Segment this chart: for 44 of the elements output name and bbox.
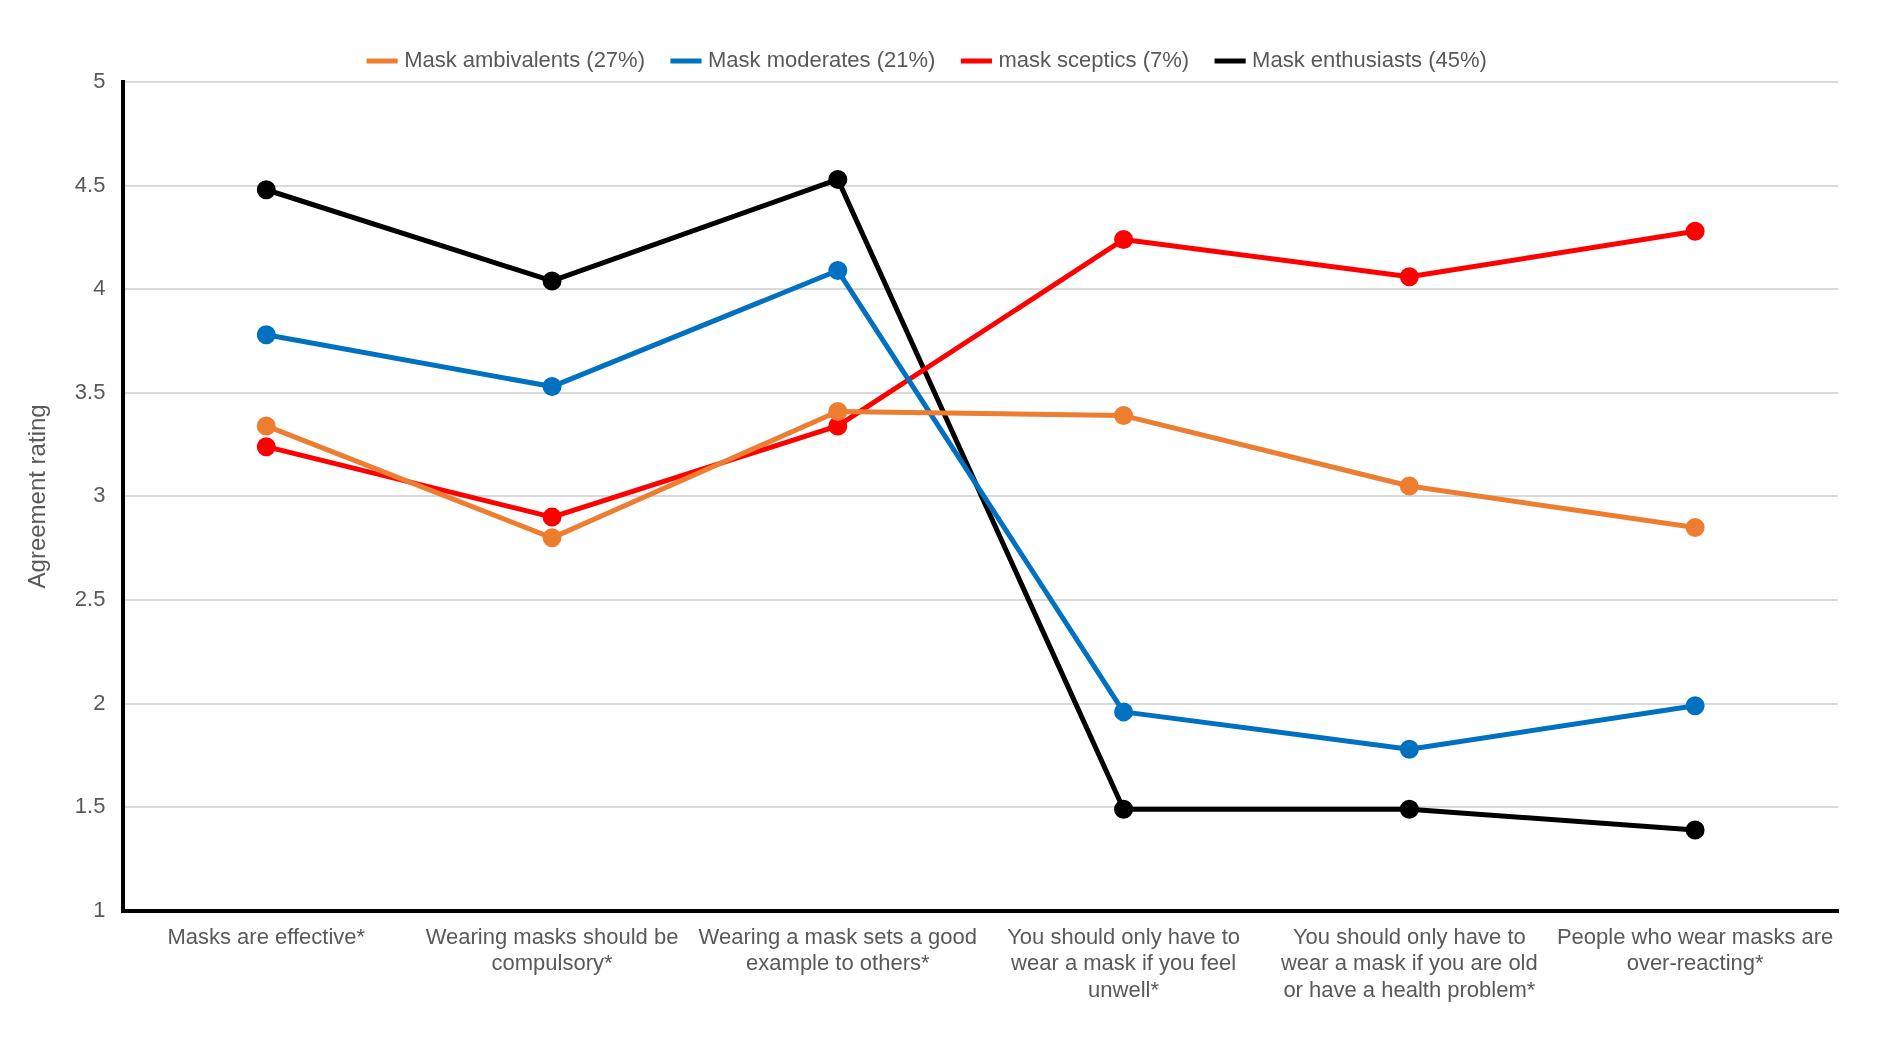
point bbox=[828, 401, 848, 421]
point bbox=[542, 271, 562, 291]
point bbox=[256, 180, 276, 200]
y-tick-label: 4.5 bbox=[74, 171, 106, 197]
point bbox=[1685, 696, 1705, 716]
point bbox=[1114, 229, 1134, 249]
y-tick-label: 1 bbox=[93, 896, 106, 922]
point bbox=[828, 261, 848, 281]
y-tick-label: 3 bbox=[93, 482, 106, 508]
x-tick-label: Wearing a mask sets a good example to others* bbox=[698, 924, 978, 976]
point bbox=[1685, 221, 1705, 241]
legend-label: Mask ambivalents (27%) bbox=[404, 47, 646, 73]
legend-label: Mask moderates (21%) bbox=[707, 47, 936, 73]
y-tick-label: 5 bbox=[93, 68, 106, 94]
y-tick-label: 2.5 bbox=[74, 586, 106, 612]
point bbox=[542, 377, 562, 397]
point bbox=[1685, 517, 1705, 537]
y-tick-label: 3.5 bbox=[74, 378, 106, 404]
point bbox=[1685, 820, 1705, 840]
legend-label: Mask enthusiasts (45%) bbox=[1252, 47, 1487, 73]
point bbox=[542, 507, 562, 527]
point bbox=[828, 169, 848, 189]
y-tick-label: 1.5 bbox=[74, 793, 106, 819]
point bbox=[1399, 267, 1419, 287]
point bbox=[1114, 702, 1134, 722]
x-tick-label: People who wear masks are over-reacting* bbox=[1556, 924, 1834, 976]
point bbox=[256, 325, 276, 345]
point bbox=[1399, 739, 1419, 759]
x-tick-label: You should only have to wear a mask if you are old or have a health problem* bbox=[1279, 924, 1538, 1002]
point bbox=[828, 416, 848, 436]
point bbox=[1399, 476, 1419, 496]
legend-label: mask sceptics (7%) bbox=[998, 47, 1190, 73]
x-tick-label: Masks are effective* bbox=[167, 924, 366, 950]
point bbox=[1114, 799, 1134, 819]
point bbox=[256, 416, 276, 436]
point bbox=[1114, 406, 1134, 426]
point bbox=[542, 528, 562, 548]
point bbox=[256, 437, 276, 457]
point bbox=[1399, 799, 1419, 819]
x-tick-label: Wearing masks should be compulsory* bbox=[425, 924, 679, 976]
y-tick-label: 4 bbox=[93, 275, 106, 301]
y-axis-title: Agreement rating bbox=[23, 404, 51, 589]
x-tick-label: You should only have to wear a mask if you feel unwell* bbox=[1007, 924, 1240, 1002]
y-tick-label: 2 bbox=[93, 689, 106, 715]
